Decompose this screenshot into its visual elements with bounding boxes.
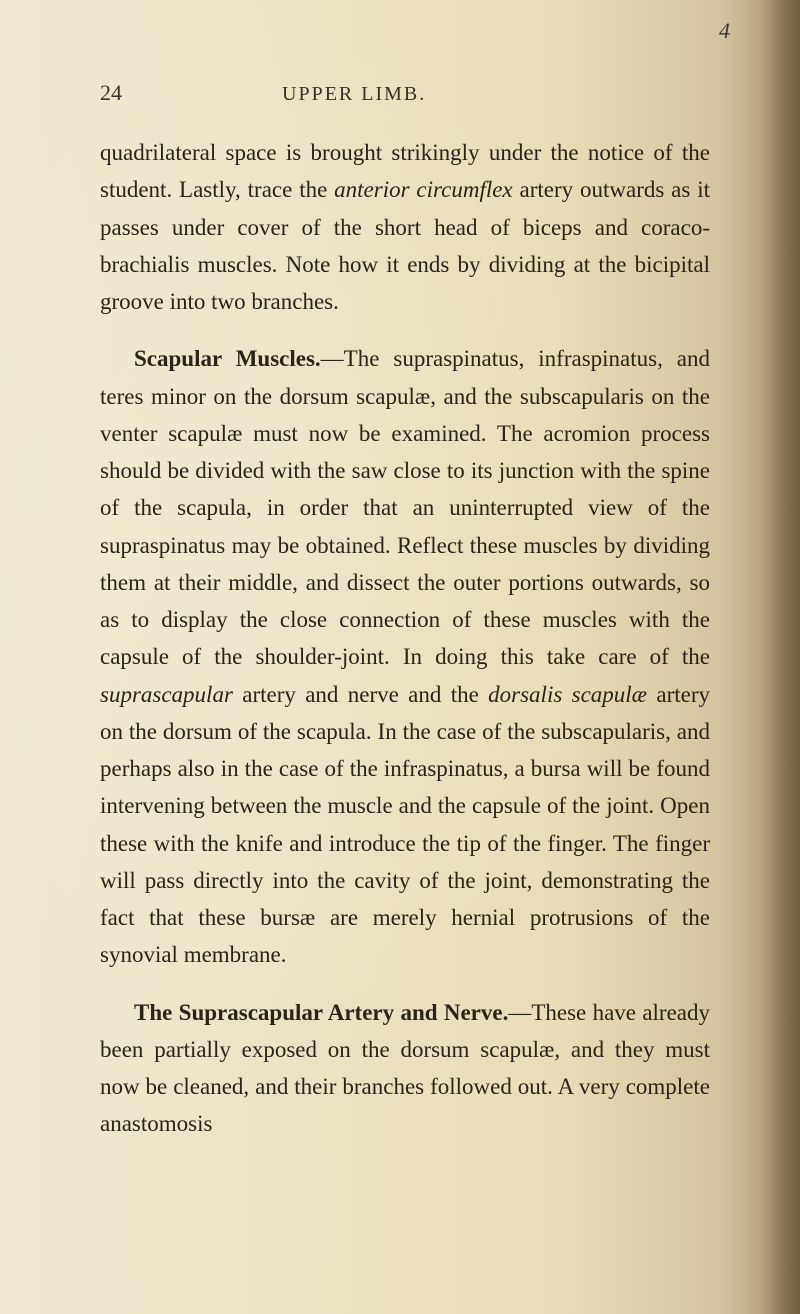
italic-term: suprascapular — [100, 682, 233, 707]
running-head: UPPER LIMB. — [282, 83, 426, 106]
top-corner-marker: 4 — [719, 18, 730, 44]
page-header: 24 UPPER LIMB. — [100, 80, 710, 106]
page-content: 4 24 UPPER LIMB. quadrilateral space is … — [0, 0, 800, 1213]
paragraph-3: The Suprascapular Artery and Nerve.—Thes… — [100, 994, 710, 1143]
italic-term: dorsalis scapulæ — [488, 682, 647, 707]
page-number: 24 — [100, 80, 122, 106]
page-edge-shadow — [760, 0, 800, 1314]
section-heading: The Suprascapular Artery and Nerve. — [134, 1000, 508, 1025]
body-text: —The supraspinatus, infraspinatus, and t… — [100, 346, 710, 669]
italic-term: anterior circumflex — [334, 177, 512, 202]
body-text: artery on the dorsum of the scapula. In … — [100, 682, 710, 968]
body-text: artery and nerve and the — [233, 682, 488, 707]
section-heading: Scapular Muscles. — [134, 346, 321, 371]
paragraph-1: quadrilateral space is brought strikingl… — [100, 134, 710, 320]
paragraph-2: Scapular Muscles.—The supraspinatus, inf… — [100, 340, 710, 973]
